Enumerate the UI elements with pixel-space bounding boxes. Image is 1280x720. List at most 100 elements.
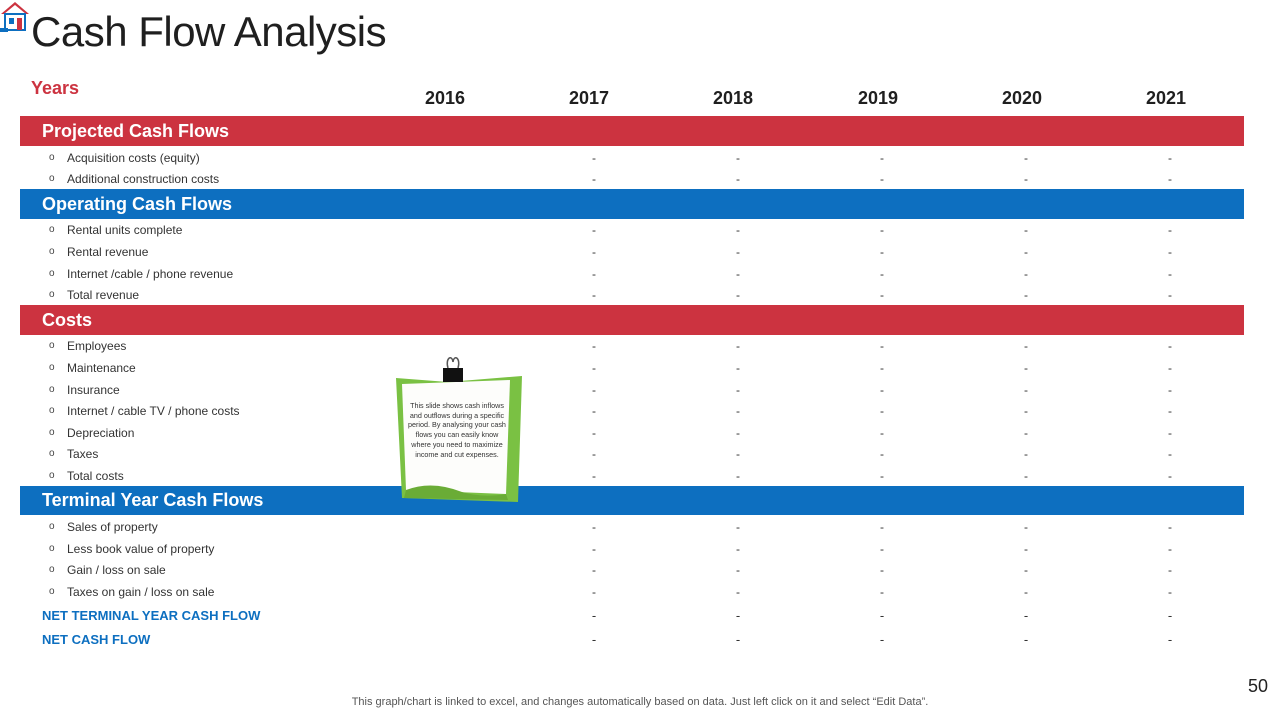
table-row: o Additional construction costs - - - - - [20, 170, 1244, 190]
row-label: Total costs [67, 469, 124, 483]
value-cell: - [1024, 469, 1028, 483]
value-cell: - [736, 172, 740, 186]
value-cell: - [1024, 585, 1028, 599]
value-cell: - [1168, 469, 1172, 483]
row-label: NET TERMINAL YEAR CASH FLOW [42, 608, 261, 623]
value-cell: - [1024, 245, 1028, 259]
value-cell: - [880, 361, 884, 375]
value-cell: - [592, 585, 596, 599]
value-cell: - [880, 245, 884, 259]
table-row: o Employees - - - - - [20, 337, 1244, 357]
value-cell: - [1168, 426, 1172, 440]
table-row: o Acquisition costs (equity) - - - - - [20, 149, 1244, 169]
value-cell: - [880, 426, 884, 440]
year-header: 2019 [857, 88, 899, 108]
table-row: o Rental revenue - - - - - [20, 243, 1244, 263]
year-header: 2017 [568, 88, 610, 108]
bullet-icon: o [49, 543, 55, 554]
row-label: Total revenue [67, 288, 140, 302]
table-row: o Insurance - - - - - [20, 381, 1244, 401]
value-cell: - [736, 339, 740, 353]
value-cell: - [736, 520, 740, 534]
value-cell: - [880, 404, 884, 418]
value-cell: - [735, 632, 741, 647]
table-row: o Taxes on gain / loss on sale - - - - - [20, 583, 1244, 603]
value-cell: - [1024, 404, 1028, 418]
value-cell: - [1168, 542, 1172, 556]
value-cell: - [736, 223, 740, 237]
page-number: 50 [1247, 676, 1268, 696]
row-label: Gain / loss on sale [67, 563, 166, 577]
value-cell: - [1168, 404, 1172, 418]
row-label: Depreciation [67, 426, 135, 440]
value-cell: - [879, 608, 885, 623]
table-row: o Depreciation - - - - - [20, 424, 1244, 444]
value-cell: - [880, 469, 884, 483]
value-cell: - [1168, 223, 1172, 237]
value-cell: - [1168, 520, 1172, 534]
bullet-icon: o [49, 246, 55, 257]
table-row: o Gain / loss on sale - - - - - [20, 561, 1244, 581]
year-header: 2020 [1001, 88, 1043, 108]
value-cell: - [880, 585, 884, 599]
value-cell: - [736, 245, 740, 259]
value-cell: - [880, 542, 884, 556]
value-cell: - [1024, 361, 1028, 375]
bullet-icon: o [49, 362, 55, 373]
sticky-note [392, 372, 524, 506]
table-row: o Less book value of property - - - - - [20, 540, 1244, 560]
value-cell: - [592, 563, 596, 577]
value-cell: - [880, 267, 884, 281]
value-cell: - [736, 426, 740, 440]
row-label: Less book value of property [67, 542, 215, 556]
section-header-operating-cash-flows: Operating Cash Flows [20, 189, 1244, 219]
bullet-icon: o [49, 289, 55, 300]
row-label: Maintenance [67, 361, 136, 375]
value-cell: - [1023, 608, 1029, 623]
row-label: NET CASH FLOW [42, 632, 151, 647]
value-cell: - [1168, 383, 1172, 397]
value-cell: - [736, 288, 740, 302]
value-cell: - [1024, 563, 1028, 577]
value-cell: - [592, 339, 596, 353]
value-cell: - [1168, 151, 1172, 165]
value-cell: - [736, 542, 740, 556]
value-cell: - [1167, 632, 1173, 647]
bullet-icon: o [49, 405, 55, 416]
value-cell: - [592, 404, 596, 418]
net-terminal-year-cash-flow-row: NET TERMINAL YEAR CASH FLOW - - - - - [20, 606, 1244, 626]
bullet-icon: o [49, 224, 55, 235]
value-cell: - [1024, 383, 1028, 397]
table-row: o Taxes - - - - - [20, 445, 1244, 465]
value-cell: - [1168, 585, 1172, 599]
value-cell: - [880, 383, 884, 397]
value-cell: - [592, 426, 596, 440]
value-cell: - [880, 223, 884, 237]
year-header: 2018 [712, 88, 754, 108]
value-cell: - [592, 172, 596, 186]
bullet-icon: o [49, 470, 55, 481]
table-row: o Sales of property - - - - - [20, 518, 1244, 538]
value-cell: - [1024, 172, 1028, 186]
value-cell: - [1024, 426, 1028, 440]
value-cell: - [592, 383, 596, 397]
section-header-projected-cash-flows: Projected Cash Flows [20, 116, 1244, 146]
bullet-icon: o [49, 521, 55, 532]
value-cell: - [736, 447, 740, 461]
value-cell: - [1024, 267, 1028, 281]
house-icon [0, 0, 34, 34]
value-cell: - [735, 608, 741, 623]
row-label: Insurance [67, 383, 120, 397]
row-label: Taxes [67, 447, 99, 461]
table-row: o Total costs - - - - - [20, 467, 1244, 487]
bullet-icon: o [49, 564, 55, 575]
bullet-icon: o [49, 152, 55, 163]
value-cell: - [736, 267, 740, 281]
row-label: Taxes on gain / loss on sale [67, 585, 215, 599]
value-cell: - [592, 520, 596, 534]
value-cell: - [736, 361, 740, 375]
table-row: o Total revenue - - - - - [20, 286, 1244, 306]
value-cell: - [1168, 267, 1172, 281]
net-cash-flow-row: NET CASH FLOW - - - - - [20, 630, 1244, 650]
bullet-icon: o [49, 427, 55, 438]
